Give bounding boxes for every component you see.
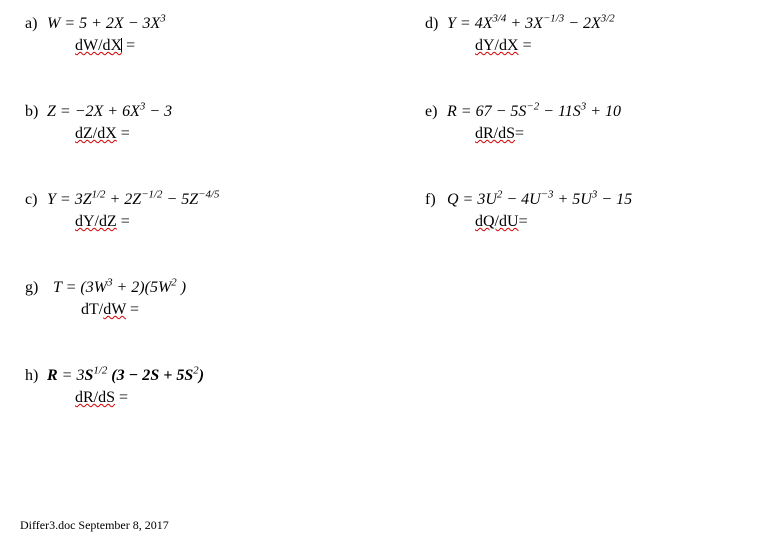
derivative-c: dY/dZ = [75,213,219,231]
derivative-b: dZ/dX = [75,125,172,143]
label-e: e) [425,103,447,121]
problem-g: g) T = (3W3 + 2)(5W2 ) dT/dW = [25,279,425,319]
label-a: a) [25,15,47,33]
label-g: g) [25,279,47,297]
equation-b: Z = −2X + 6X3 − 3 [47,103,172,121]
derivative-h: dR/dS = [75,389,204,407]
equation-c: Y = 3Z1/2 + 2Z−1/2 − 5Z−4/5 [47,191,219,209]
label-c: c) [25,191,47,209]
problem-d: d) Y = 4X3/4 + 3X−1/3 − 2X3/2 dY/dX = [425,15,750,55]
equation-a: W = 5 + 2X − 3X3 [47,15,166,33]
footer-text: Differ3.doc September 8, 2017 [20,518,169,533]
problem-f: f) Q = 3U2 − 4U−3 + 5U3 − 15 dQ/dU= [425,191,750,231]
equation-g: T = (3W3 + 2)(5W2 ) [53,279,186,297]
problem-e: e) R = 67 − 5S−2 − 11S3 + 10 dR/dS= [425,103,750,143]
equation-e: R = 67 − 5S−2 − 11S3 + 10 [447,103,621,121]
label-b: b) [25,103,47,121]
equation-f: Q = 3U2 − 4U−3 + 5U3 − 15 [447,191,632,209]
label-d: d) [425,15,447,33]
derivative-e: dR/dS= [475,125,621,143]
derivative-f: dQ/dU= [475,213,632,231]
derivative-d: dY/dX = [475,37,615,55]
equation-h: R = 3S1/2 (3 − 2S + 5S2) [47,367,204,385]
derivative-g: dT/dW = [81,301,186,319]
label-f: f) [425,191,447,209]
problem-h: h) R = 3S1/2 (3 − 2S + 5S2) dR/dS = [25,367,425,407]
derivative-a: dW/dX = [75,37,166,55]
equation-d: Y = 4X3/4 + 3X−1/3 − 2X3/2 [447,15,615,33]
label-h: h) [25,367,47,385]
problem-a: a) W = 5 + 2X − 3X3 dW/dX = [25,15,425,55]
problem-b: b) Z = −2X + 6X3 − 3 dZ/dX = [25,103,425,143]
problem-c: c) Y = 3Z1/2 + 2Z−1/2 − 5Z−4/5 dY/dZ = [25,191,425,231]
